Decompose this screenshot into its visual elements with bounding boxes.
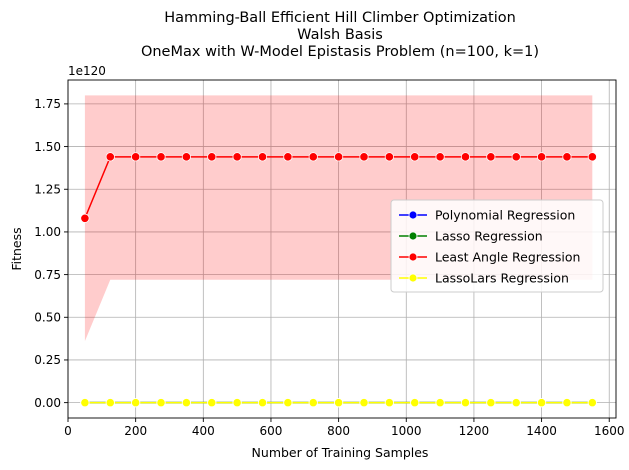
data-point-2-8	[283, 152, 293, 162]
data-point-2-7	[257, 152, 268, 162]
y-tick-label: 1.75	[34, 97, 61, 111]
y-tick-label: 1.50	[34, 140, 61, 154]
data-point-3-3	[156, 398, 166, 408]
data-point-2-2	[131, 152, 141, 162]
y-tick-label: 0.00	[34, 396, 61, 410]
x-tick-label: 400	[192, 424, 215, 438]
legend-label-2: Least Angle Regression	[435, 250, 580, 265]
chart-title-line-1: Hamming-Ball Efficient Hill Climber Opti…	[164, 10, 516, 26]
y-axis-label: Fitness	[9, 227, 24, 270]
data-point-2-11	[359, 152, 369, 162]
data-point-2-16	[486, 152, 496, 162]
data-point-2-15	[460, 152, 471, 162]
x-tick-label: 1400	[526, 424, 557, 438]
legend-marker-1	[408, 231, 418, 241]
x-tick-label: 200	[124, 424, 147, 438]
y-tick-label: 0.75	[34, 268, 61, 282]
y-tick-label: 1.25	[34, 182, 61, 196]
data-point-3-20	[587, 398, 597, 408]
axes-frame	[67, 79, 617, 419]
data-point-3-4	[181, 398, 191, 408]
x-tick-label: 1600	[594, 424, 625, 438]
x-axis-label: Number of Training Samples	[252, 445, 429, 460]
data-point-2-1	[105, 152, 115, 162]
x-tick-label: 800	[327, 424, 350, 438]
data-point-3-19	[562, 398, 572, 408]
data-point-3-11	[359, 398, 369, 408]
legend-label-3: LassoLars Regression	[435, 271, 569, 286]
data-point-2-13	[410, 152, 420, 162]
data-point-2-20	[587, 152, 597, 162]
data-point-2-0	[80, 213, 90, 223]
data-point-3-7	[257, 398, 268, 408]
legend-marker-2	[408, 252, 418, 262]
data-point-2-6	[232, 152, 242, 162]
data-point-2-14	[435, 152, 445, 162]
data-point-2-3	[156, 152, 166, 162]
data-point-3-12	[384, 398, 394, 408]
data-point-2-17	[511, 152, 521, 162]
data-point-3-15	[460, 398, 471, 408]
data-point-3-9	[308, 398, 318, 408]
data-point-2-12	[384, 152, 394, 162]
legend-label-1: Lasso Regression	[435, 229, 543, 244]
chart-title-line-3: OneMax with W-Model Epistasis Problem (n…	[141, 44, 539, 60]
y-tick-label: 0.50	[34, 310, 61, 324]
data-point-3-13	[410, 398, 420, 408]
y-tick-label: 0.25	[34, 353, 61, 367]
x-tick-label: 600	[260, 424, 283, 438]
data-point-2-4	[181, 152, 191, 162]
legend-box	[390, 199, 604, 293]
x-tick-label: 1000	[391, 424, 422, 438]
legend: Polynomial Regression Lasso Regression Lea…	[390, 199, 604, 293]
y-tick-label: 1.00	[34, 225, 61, 239]
y-offset-label: 1e120	[68, 64, 106, 78]
data-point-3-16	[486, 398, 496, 408]
plot-area: 0 200 400 600 800 1000 1200 1400 1600 0.00 0.25 0.5…	[34, 79, 625, 438]
legend-label-0: Polynomial Regression	[435, 208, 575, 223]
data-point-2-9	[308, 152, 318, 162]
x-tick-label: 0	[64, 424, 72, 438]
data-point-3-18	[536, 398, 547, 408]
data-point-2-10	[334, 152, 344, 162]
data-point-3-0	[80, 398, 90, 408]
data-point-3-10	[334, 398, 344, 408]
data-point-2-19	[562, 152, 572, 162]
data-point-3-6	[232, 398, 242, 408]
x-tick-label: 1200	[459, 424, 490, 438]
data-point-3-14	[435, 398, 445, 408]
data-point-3-5	[207, 398, 217, 408]
data-point-3-1	[105, 398, 115, 408]
data-point-3-8	[283, 398, 293, 408]
data-point-2-5	[207, 152, 217, 162]
legend-marker-3	[408, 273, 418, 283]
legend-marker-0	[408, 210, 418, 220]
data-point-3-2	[131, 398, 141, 408]
chart-title-line-2: Walsh Basis	[297, 27, 383, 43]
data-point-3-17	[511, 398, 521, 408]
data-point-2-18	[536, 152, 547, 162]
